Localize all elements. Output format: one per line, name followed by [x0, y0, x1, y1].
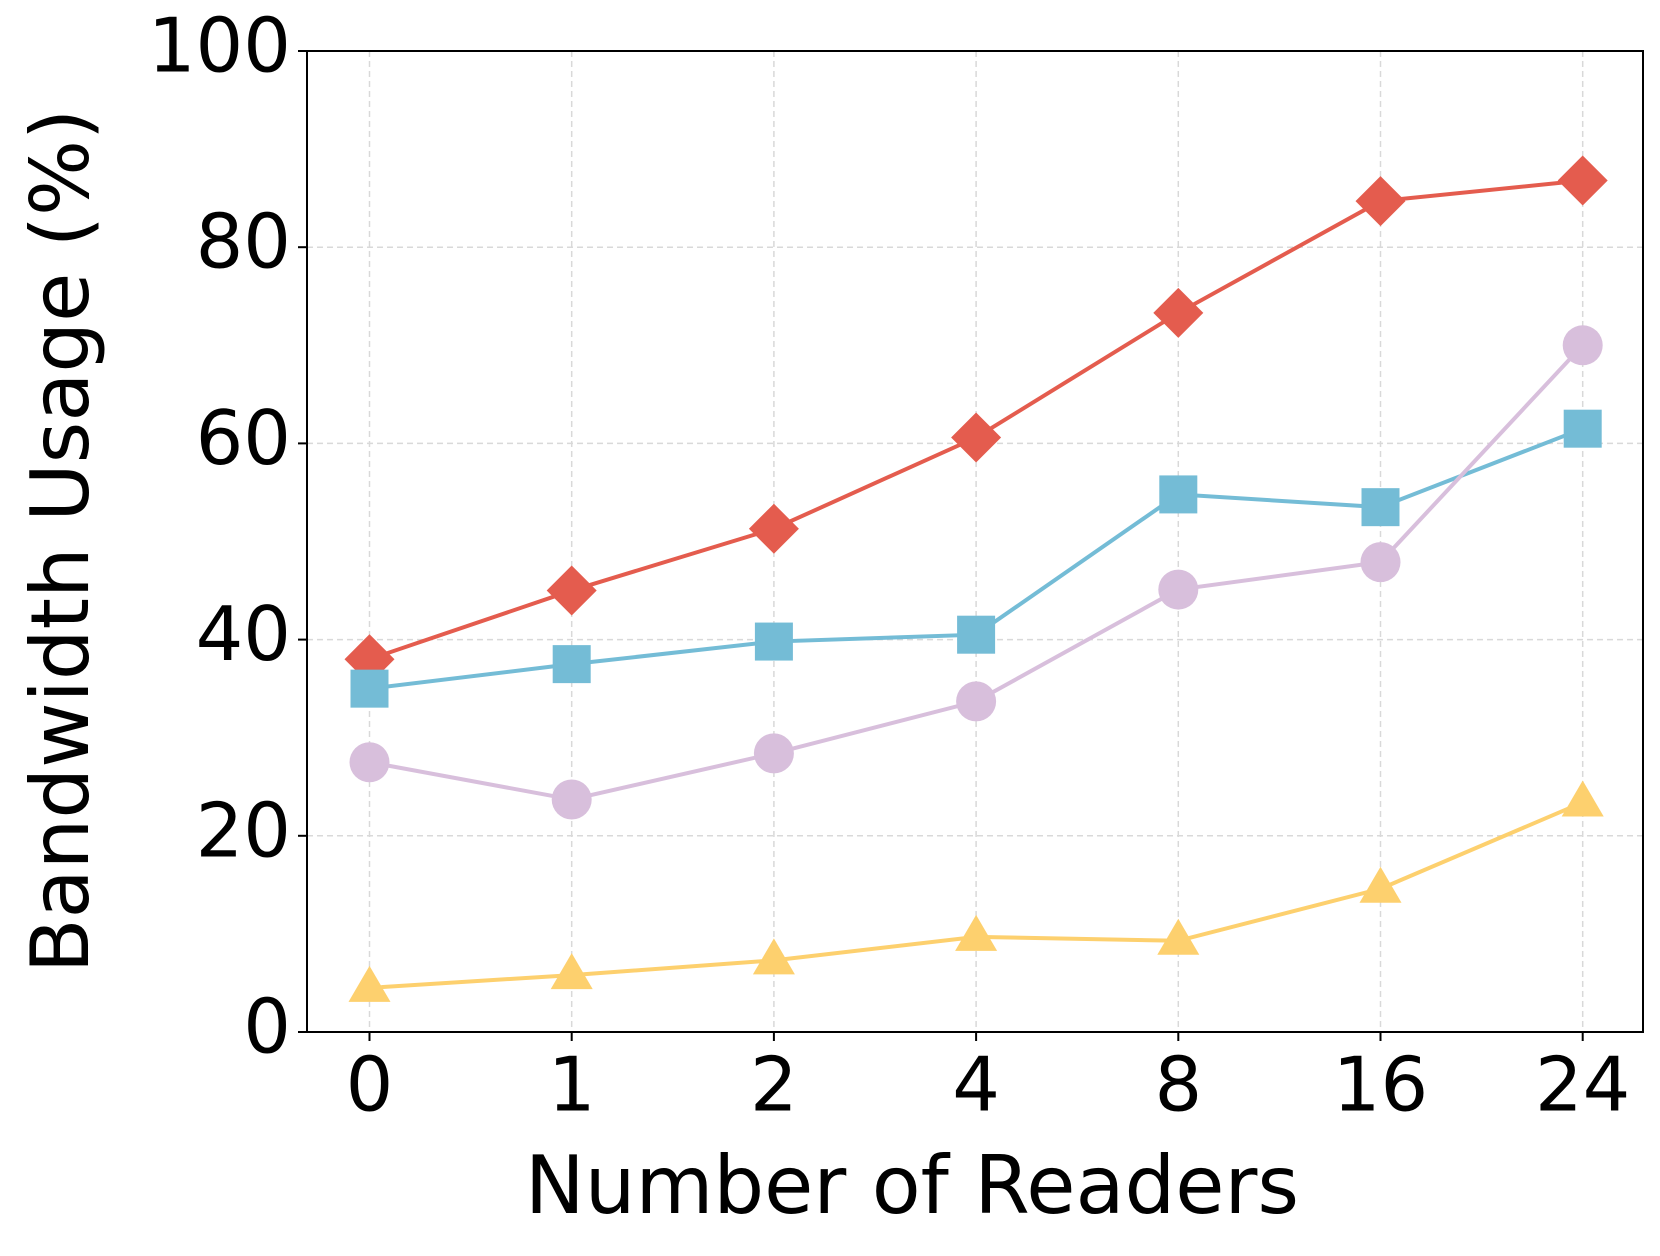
marker — [752, 938, 795, 975]
y-axis-label: Bandwidth Usage (%) — [14, 109, 107, 973]
marker — [1157, 918, 1200, 955]
marker — [348, 965, 391, 1002]
marker — [1359, 866, 1402, 903]
plot-frame — [306, 50, 1644, 1033]
marker — [1360, 542, 1401, 583]
marker — [748, 503, 799, 554]
marker — [1361, 488, 1400, 527]
x-tick-label: 4 — [952, 1041, 1000, 1129]
x-tick-label: 8 — [1154, 1041, 1202, 1129]
marker — [1562, 325, 1603, 366]
marker — [1563, 409, 1602, 448]
marker — [1159, 475, 1198, 514]
y-tick-label: 20 — [196, 786, 291, 874]
x-tick-label: 2 — [750, 1041, 798, 1129]
marker — [349, 742, 390, 783]
marker — [1153, 287, 1204, 338]
marker — [754, 622, 793, 661]
y-tick-label: 0 — [243, 983, 291, 1071]
x-tick-label: 16 — [1333, 1041, 1428, 1129]
marker — [951, 412, 1002, 463]
marker — [1158, 569, 1199, 610]
marker — [552, 645, 591, 684]
y-tick-label: 100 — [148, 2, 291, 90]
marker — [1561, 780, 1604, 817]
marker — [955, 914, 998, 951]
marker — [956, 681, 997, 722]
x-tick-label: 24 — [1535, 1041, 1630, 1129]
x-tick-label: 1 — [548, 1041, 596, 1129]
x-axis-label: Number of Readers — [525, 1139, 1299, 1232]
x-tick-label: 0 — [346, 1041, 394, 1129]
y-tick-label: 60 — [196, 394, 291, 482]
y-tick-label: 80 — [196, 198, 291, 286]
marker — [551, 779, 592, 820]
marker — [550, 953, 593, 990]
marker — [957, 615, 996, 654]
marker — [753, 733, 794, 774]
marker — [1355, 176, 1406, 227]
marker — [546, 565, 597, 616]
marker — [1557, 155, 1608, 206]
y-tick-label: 40 — [196, 590, 291, 678]
marker — [350, 669, 389, 708]
